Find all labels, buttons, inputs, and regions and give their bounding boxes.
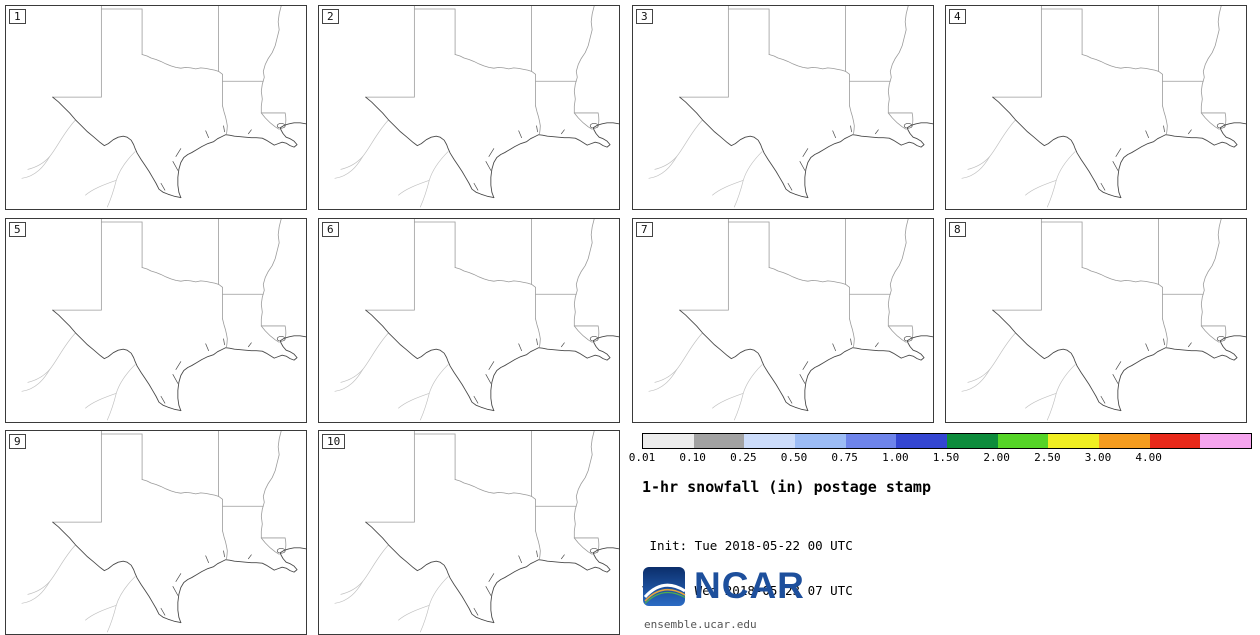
colorbar-tick: 2.50	[1034, 451, 1061, 464]
colorbar-tick: 0.10	[679, 451, 706, 464]
colorbar-tick: 0.01	[628, 451, 656, 464]
texas-region-map	[319, 6, 619, 209]
member-number-label: 10	[322, 434, 346, 449]
texas-region-map	[946, 6, 1246, 209]
stamp-panel-4: 4	[945, 5, 1247, 210]
ncar-branding: NCAR	[642, 562, 805, 610]
stamp-panel-10: 10	[318, 430, 620, 635]
site-footer: ensemble.ucar.edu	[644, 618, 757, 631]
colorbar-segment	[1149, 434, 1201, 448]
colorbar-ticks: 0.01 0.10 0.25 0.50 0.75 1.00 1.50 2.00 2.50 3.00…	[629, 451, 1250, 464]
colorbar-tick: 1.50	[932, 451, 960, 464]
stamp-panel-3: 3	[632, 5, 934, 210]
member-number-label: 9	[9, 434, 26, 449]
colorbar-segment	[896, 434, 948, 448]
texas-region-map	[319, 431, 619, 634]
colorbar	[642, 433, 1252, 449]
stamp-panel-1: 1	[5, 5, 307, 210]
colorbar-tick: 0.50	[780, 451, 808, 464]
stamp-panel-8: 8	[945, 218, 1247, 423]
colorbar-tick: 2.00	[983, 451, 1010, 464]
run-times: Init: Tue 2018-05-22 00 UTC Valid: Wed 2…	[642, 508, 853, 628]
texas-region-map	[946, 219, 1246, 422]
ncar-logo-icon	[643, 567, 686, 606]
colorbar-tick: 0.25	[730, 451, 757, 464]
colorbar-segment	[845, 434, 897, 448]
stamp-panel-6: 6	[318, 218, 620, 423]
texas-region-map	[633, 6, 933, 209]
member-number-label: 5	[9, 222, 26, 237]
texas-region-map	[6, 431, 306, 634]
colorbar-segment	[693, 434, 745, 448]
colorbar-segment	[1048, 434, 1100, 448]
member-number-label: 7	[636, 222, 653, 237]
ncar-wordmark: NCAR	[694, 565, 805, 606]
colorbar-tick: 1.00	[882, 451, 909, 464]
member-number-label: 4	[949, 9, 966, 24]
stamp-panel-7: 7	[632, 218, 934, 423]
colorbar-segment	[643, 434, 694, 448]
member-number-label: 2	[322, 9, 339, 24]
colorbar-segment	[997, 434, 1049, 448]
colorbar-segment	[947, 434, 998, 448]
colorbar-tick: 0.75	[831, 451, 858, 464]
member-number-label: 8	[949, 222, 966, 237]
colorbar-tick: 3.00	[1084, 451, 1112, 464]
colorbar-segment	[744, 434, 796, 448]
member-number-label: 6	[322, 222, 339, 237]
colorbar-tick: 4.00	[1135, 451, 1162, 464]
texas-region-map	[6, 219, 306, 422]
init-time-label: Init: Tue 2018-05-22 00 UTC	[642, 538, 853, 553]
texas-region-map	[633, 219, 933, 422]
member-number-label: 1	[9, 9, 26, 24]
figure-title: 1-hr snowfall (in) postage stamp	[642, 478, 931, 496]
texas-region-map	[6, 6, 306, 209]
stamp-panel-5: 5	[5, 218, 307, 423]
stamp-panel-9: 9	[5, 430, 307, 635]
texas-region-map	[319, 219, 619, 422]
colorbar-segment	[795, 434, 846, 448]
colorbar-segment	[1200, 434, 1252, 448]
stamp-panel-2: 2	[318, 5, 620, 210]
colorbar-segment	[1099, 434, 1150, 448]
member-number-label: 3	[636, 9, 653, 24]
legend-block: 0.01 0.10 0.25 0.50 0.75 1.00 1.50 2.00 2.50 3.00…	[629, 430, 1258, 633]
